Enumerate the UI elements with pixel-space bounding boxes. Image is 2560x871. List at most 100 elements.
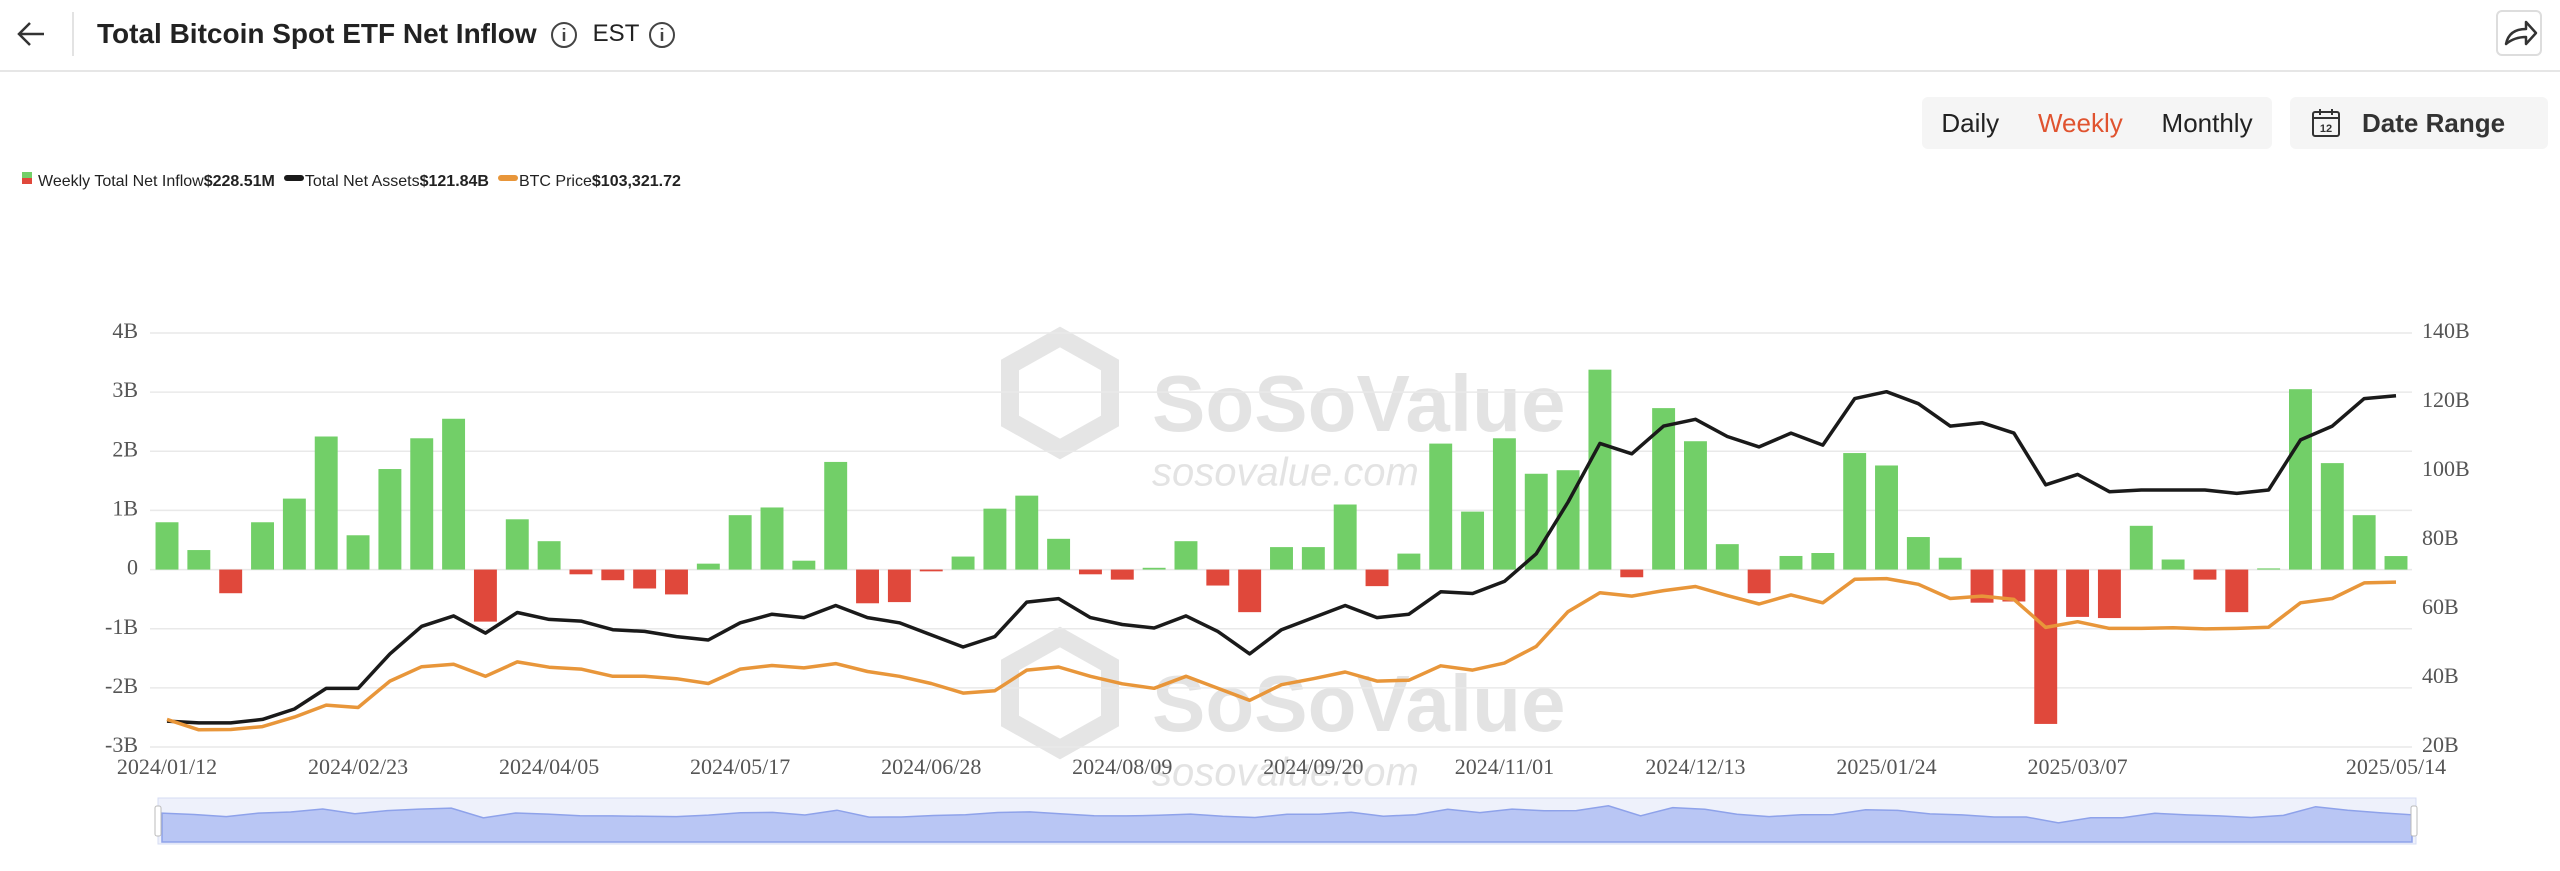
legend-swatch: [497, 175, 518, 181]
bar: [1461, 511, 1485, 570]
bar: [569, 569, 593, 575]
legend-item[interactable]: Weekly Total Net Inflow$228.51M: [16, 170, 275, 191]
bar: [2034, 569, 2058, 724]
bar: [951, 556, 975, 570]
bar: [1620, 569, 1644, 578]
watermark-text: SoSoValue: [1152, 359, 1565, 448]
bar: [1811, 553, 1835, 570]
bar: [1206, 569, 1230, 586]
navigator-area: [161, 805, 2413, 843]
legend-swatch: [283, 175, 304, 181]
bar: [2066, 569, 2090, 617]
y-tick-label: -2B: [105, 673, 138, 698]
info-icon[interactable]: [647, 20, 677, 50]
bar: [696, 563, 720, 570]
interval-option[interactable]: Daily: [1941, 107, 2000, 138]
info-icon[interactable]: [549, 20, 579, 50]
bar: [1588, 369, 1612, 570]
bar: [792, 560, 816, 570]
calendar-icon: 12: [2312, 109, 2340, 137]
line: [166, 576, 2397, 732]
legend-value: $228.51M: [203, 173, 275, 190]
bar: [1652, 408, 1676, 570]
navigator-handle[interactable]: [2410, 805, 2418, 837]
bar: [1429, 443, 1453, 570]
bar: [1492, 438, 1516, 570]
legend-swatch: [22, 172, 32, 184]
x-tick-label: 2024/01/12: [117, 754, 217, 779]
interval-option[interactable]: Monthly: [2161, 107, 2253, 138]
bar: [1970, 569, 1994, 603]
watermark-url: sosovalue.com: [1152, 751, 1419, 795]
bar: [155, 522, 179, 570]
y-tick-label: 1B: [112, 495, 138, 520]
y2-tick-label: 20B: [2422, 732, 2459, 757]
bar: [919, 569, 943, 572]
x-tick-label: 2024/02/23: [308, 754, 408, 779]
bar: [378, 469, 402, 570]
watermark-logo: [1001, 626, 1119, 760]
watermark-url: sosovalue.com: [1152, 451, 1419, 495]
y2-tick-label: 80B: [2422, 525, 2459, 550]
bar: [2289, 389, 2312, 570]
navigator-handle[interactable]: [154, 805, 162, 837]
bar: [2352, 515, 2376, 570]
bar: [633, 569, 657, 589]
bar: [442, 418, 466, 570]
bar: [251, 522, 274, 570]
watermark-logo: [1001, 326, 1119, 460]
bar: [1397, 553, 1421, 570]
y2-tick-label: 60B: [2422, 594, 2459, 619]
bar: [187, 550, 211, 570]
bar: [601, 569, 625, 581]
x-tick-label: 2024/06/28: [881, 754, 981, 779]
bar: [2320, 463, 2344, 570]
bar: [983, 508, 1007, 570]
bar: [728, 515, 752, 570]
legend-value: $103,321.72: [591, 173, 681, 190]
bar: [2097, 569, 2121, 619]
x-tick-label: 2024/05/17: [690, 754, 790, 779]
interval-option[interactable]: Weekly: [2037, 107, 2123, 138]
share-button[interactable]: [2496, 10, 2542, 56]
y-tick-label: -1B: [105, 614, 138, 639]
watermark-text: SoSoValue: [1152, 659, 1565, 748]
bar: [1301, 547, 1325, 570]
bar: [1365, 569, 1389, 587]
bar: [473, 569, 497, 622]
timezone[interactable]: EST: [592, 20, 640, 47]
bar: [410, 438, 434, 570]
y2-tick-label: 140B: [2422, 318, 2470, 343]
bar: [1875, 465, 1898, 570]
legend-item[interactable]: BTC Price$103,321.72: [497, 170, 681, 191]
bar: [2161, 559, 2185, 570]
x-tick-label: 2024/12/13: [1645, 754, 1745, 779]
date-range-button[interactable]: 12 Date Range: [2290, 97, 2548, 149]
bar: [1938, 557, 1962, 570]
bar: [2257, 568, 2281, 570]
bar: [887, 569, 911, 603]
x-tick-label: 2025/03/07: [2027, 754, 2127, 779]
svg-text:12: 12: [2320, 123, 2332, 135]
bar: [1047, 538, 1071, 570]
bar: [1683, 441, 1707, 570]
bar: [1015, 495, 1039, 570]
back-button[interactable]: [14, 14, 48, 54]
x-tick-label: 2024/11/01: [1455, 754, 1554, 779]
y-tick-label: 0: [127, 555, 138, 580]
x-tick-label: 2024/09/20: [1263, 754, 1363, 779]
bar: [760, 507, 784, 570]
legend-label: Total Net Assets: [304, 173, 420, 190]
date-range-label: Date Range: [2362, 107, 2506, 138]
legend-item[interactable]: Total Net Assets$121.84B: [283, 170, 489, 191]
y2-tick-label: 40B: [2422, 663, 2459, 688]
bar: [2129, 525, 2153, 570]
legend-label: BTC Price: [518, 173, 592, 190]
bar: [856, 569, 880, 604]
bar: [2193, 569, 2217, 580]
y-tick-label: -3B: [105, 732, 138, 757]
bar: [1747, 569, 1771, 594]
